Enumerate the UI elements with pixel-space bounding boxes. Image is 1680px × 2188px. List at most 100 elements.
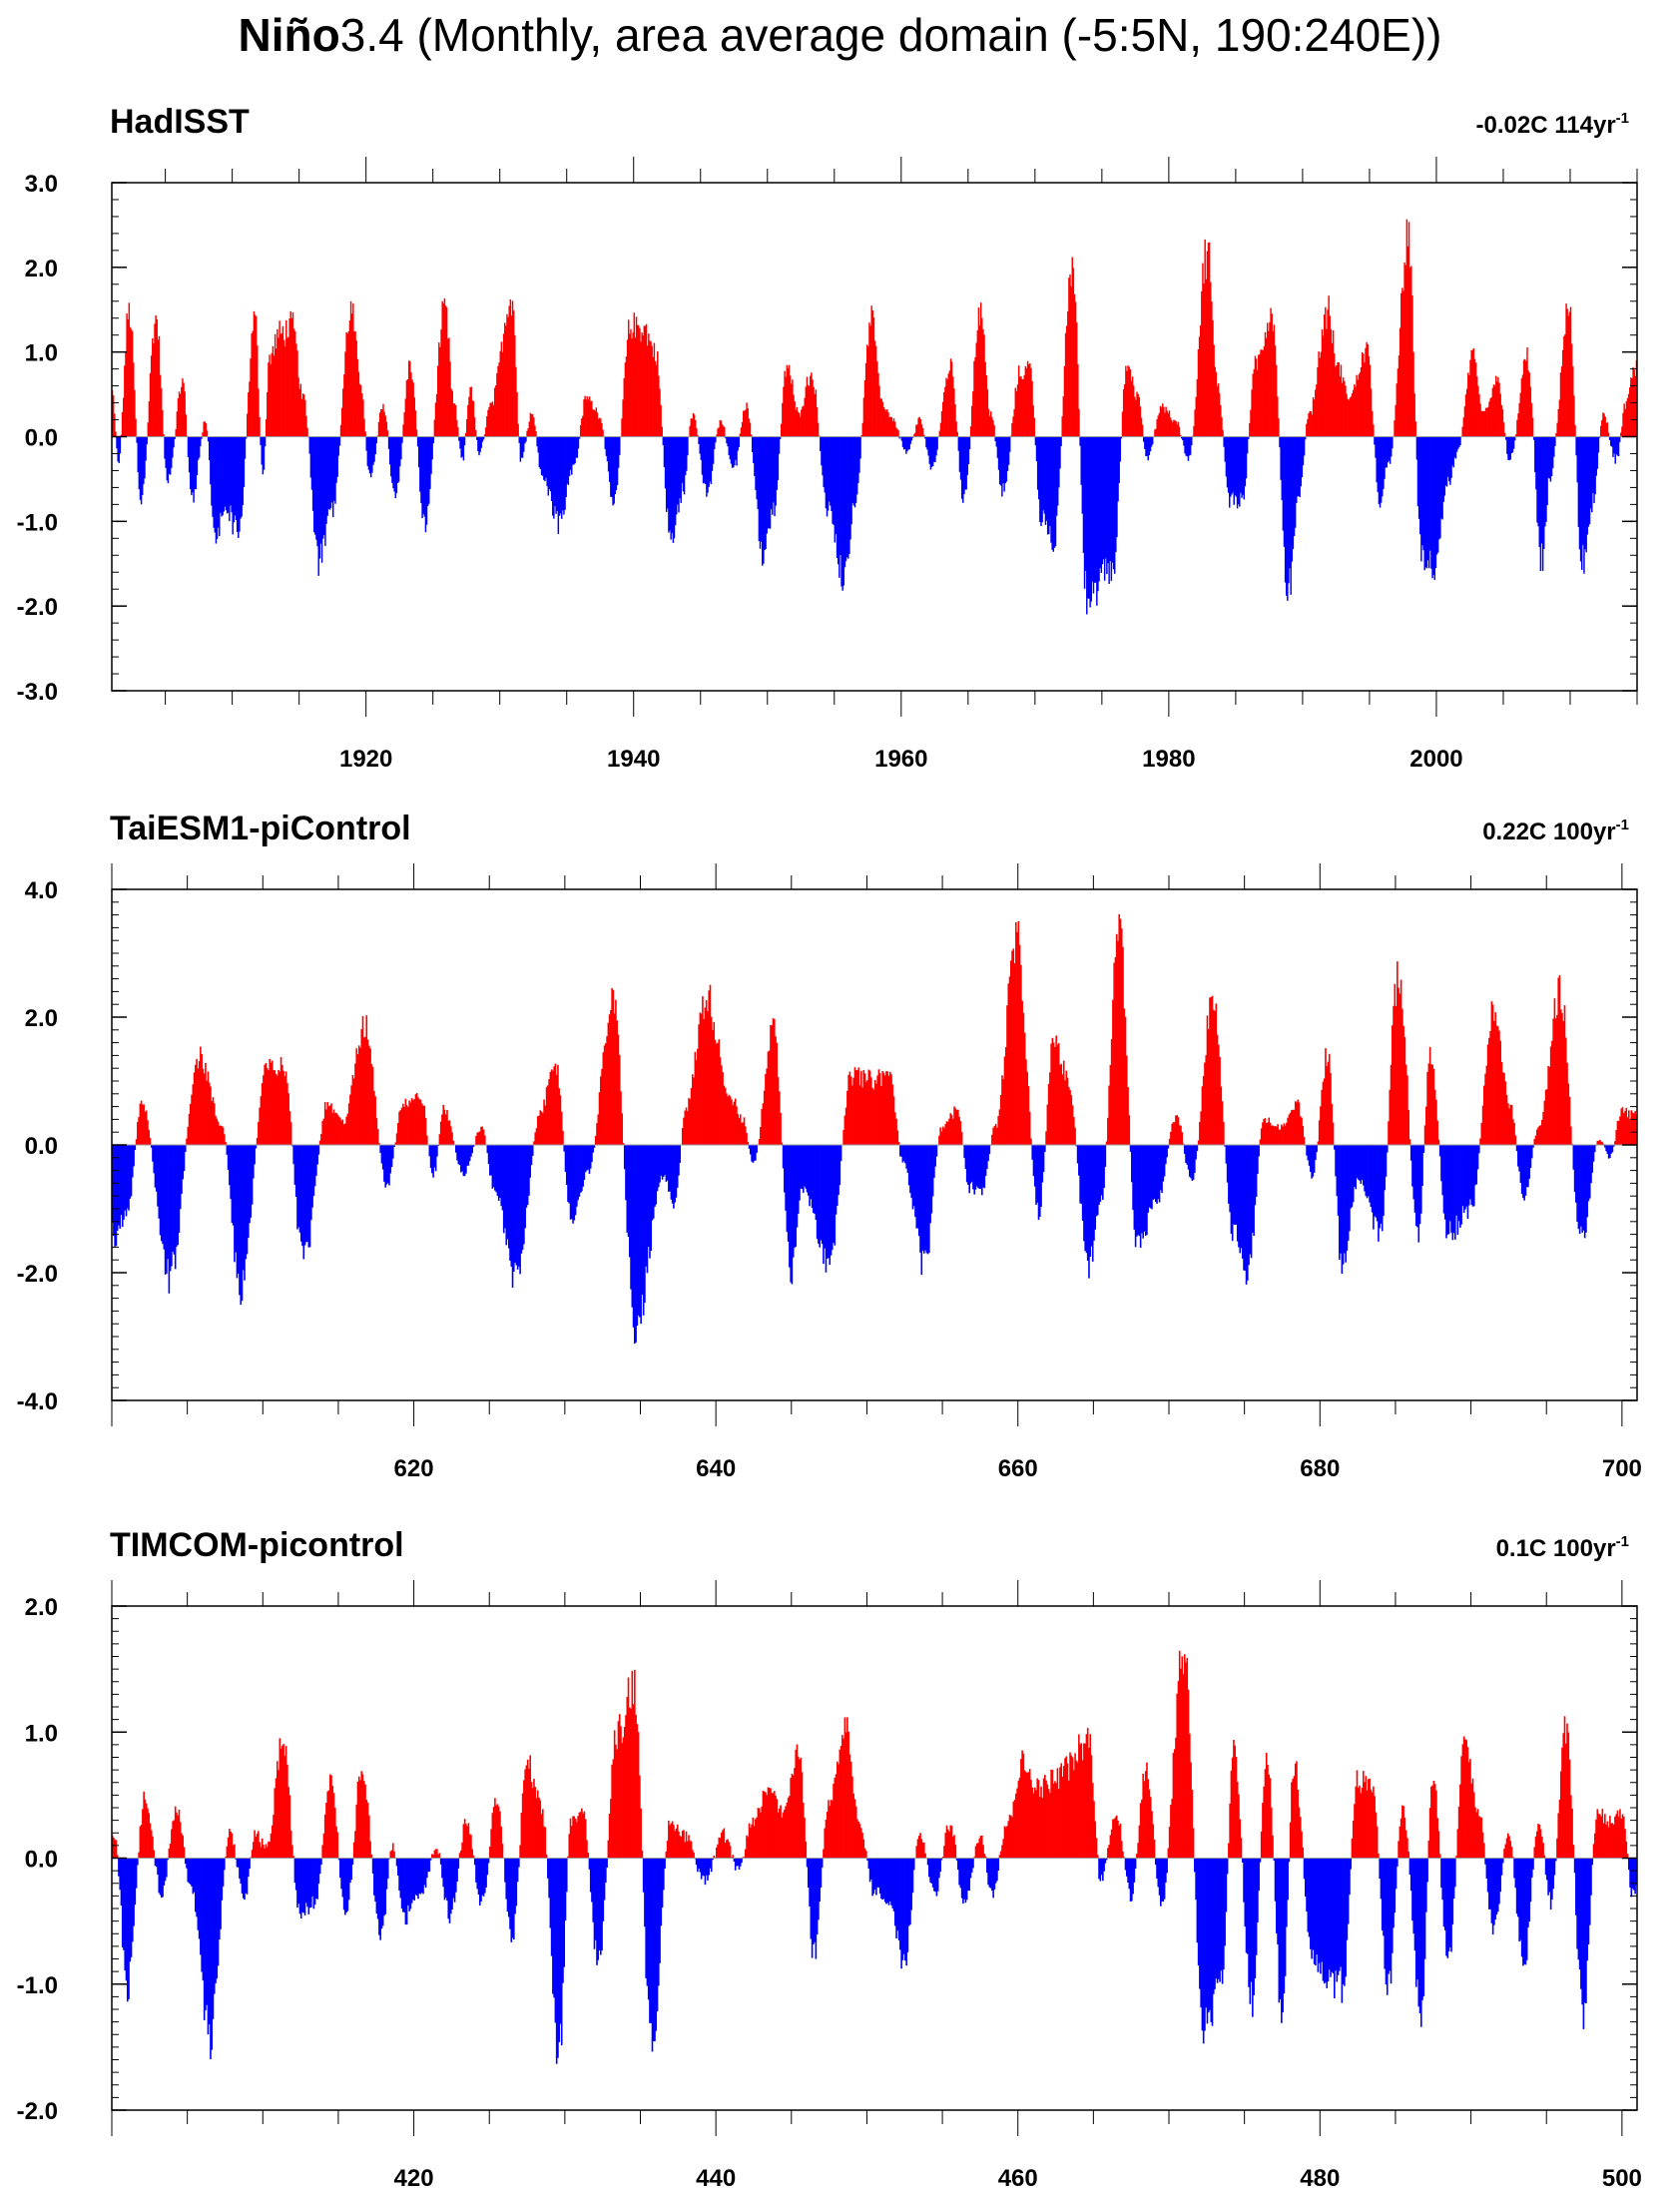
positive-anomaly-bar [555,1074,558,1145]
negative-anomaly-bar [1189,1145,1191,1177]
negative-anomaly-bar [197,436,200,460]
positive-anomaly-bar [1353,389,1355,437]
positive-anomaly-bar [1020,964,1022,1145]
negative-anomaly-bar [920,1145,923,1276]
positive-anomaly-bar [1114,956,1117,1145]
positive-anomaly-bar [872,1089,875,1145]
positive-anomaly-bar [320,1134,322,1145]
negative-anomaly-bar [1088,436,1090,599]
negative-anomaly-bar [1081,1145,1084,1221]
negative-anomaly-bar [1127,1858,1129,1884]
positive-anomaly-bar [570,1826,573,1859]
positive-anomaly-bar [1301,1117,1303,1145]
negative-anomaly-bar [1387,436,1390,463]
positive-anomaly-bar [435,393,438,437]
negative-anomaly-bar [391,436,393,483]
positive-anomaly-bar [286,1083,288,1145]
negative-anomaly-bar [293,1145,296,1185]
negative-anomaly-bar [135,1858,138,1889]
negative-anomaly-bar [197,1858,200,1930]
positive-anomaly-bar [1556,1014,1558,1145]
positive-anomaly-bar [1265,337,1268,437]
negative-anomaly-bar [1386,1858,1389,1995]
negative-anomaly-bar [1224,1858,1226,1946]
negative-anomaly-bar [1371,1145,1374,1213]
negative-anomaly-bar [811,1145,814,1209]
positive-anomaly-bar [1413,393,1415,437]
positive-anomaly-bar [948,1831,950,1859]
positive-anomaly-bar [876,1075,878,1145]
positive-anomaly-bar [766,1795,769,1859]
positive-anomaly-bar [1617,1120,1620,1145]
positive-anomaly-bar [617,1034,620,1145]
positive-anomaly-bar [402,1103,404,1145]
negative-anomaly-bar [1379,1858,1381,1879]
negative-anomaly-bar [510,1858,513,1942]
negative-anomaly-bar [1156,1858,1158,1879]
positive-anomaly-bar [470,1835,472,1859]
negative-anomaly-bar [339,1858,341,1879]
negative-anomaly-bar [1535,436,1537,490]
negative-anomaly-bar [835,1145,838,1215]
positive-anomaly-bar [410,372,412,437]
negative-anomaly-bar [1581,1145,1583,1233]
positive-anomaly-bar [221,1126,224,1145]
negative-anomaly-bar [1034,436,1037,446]
positive-anomaly-bar [597,418,600,437]
negative-anomaly-bar [1548,436,1551,479]
negative-anomaly-bar [834,436,837,543]
positive-anomaly-bar [533,417,535,437]
negative-anomaly-bar [1393,1858,1395,1928]
positive-anomaly-bar [801,409,803,437]
negative-anomaly-bar [1417,1858,1420,2007]
positive-anomaly-bar [507,316,509,437]
positive-anomaly-bar [328,1774,331,1859]
positive-anomaly-bar [583,1811,586,1859]
negative-anomaly-bar [157,1858,159,1876]
negative-anomaly-bar [375,436,378,444]
negative-anomaly-bar [1089,1145,1092,1257]
positive-anomaly-bar [985,374,987,437]
positive-anomaly-bar [1180,1668,1182,1859]
positive-anomaly-bar [552,1070,554,1145]
negative-anomaly-bar [964,1145,967,1170]
positive-anomaly-bar [1216,1034,1219,1145]
negative-anomaly-bar [1131,1858,1133,1902]
positive-anomaly-bar [480,1126,482,1145]
negative-anomaly-bar [207,1858,210,2035]
positive-anomaly-bar [697,435,699,437]
negative-anomaly-bar [350,1858,352,1881]
positive-anomaly-bar [869,325,871,437]
negative-anomaly-bar [419,436,421,492]
positive-anomaly-bar [1056,1768,1059,1859]
positive-anomaly-bar [1064,332,1067,437]
negative-anomaly-bar [379,1858,381,1940]
positive-anomaly-bar [1041,1798,1044,1859]
positive-anomaly-bar [1328,1053,1331,1145]
negative-anomaly-bar [751,436,754,452]
negative-anomaly-bar [518,1858,520,1868]
negative-anomaly-bar [480,1858,482,1902]
negative-anomaly-bar [1163,1858,1166,1900]
positive-anomaly-bar [327,1106,330,1145]
positive-anomaly-bar [259,1107,261,1145]
negative-anomaly-bar [1083,436,1086,589]
negative-anomaly-bar [1445,436,1448,487]
positive-anomaly-bar [661,426,663,437]
positive-anomaly-bar [1490,397,1492,437]
negative-anomaly-bar [1084,436,1087,571]
positive-anomaly-bar [805,1841,808,1859]
negative-anomaly-bar [1465,1145,1467,1207]
positive-anomaly-bar [859,1828,862,1859]
negative-anomaly-bar [125,1858,128,1981]
positive-anomaly-bar [270,363,272,437]
negative-anomaly-bar [933,436,935,462]
positive-anomaly-bar [773,1018,776,1145]
negative-anomaly-bar [569,436,572,470]
positive-anomaly-bar [1046,1784,1049,1859]
negative-anomaly-bar [996,436,999,458]
negative-anomaly-bar [847,436,849,559]
positive-anomaly-bar [978,1838,981,1859]
positive-anomaly-bar [354,330,356,437]
negative-anomaly-bar [174,436,176,440]
